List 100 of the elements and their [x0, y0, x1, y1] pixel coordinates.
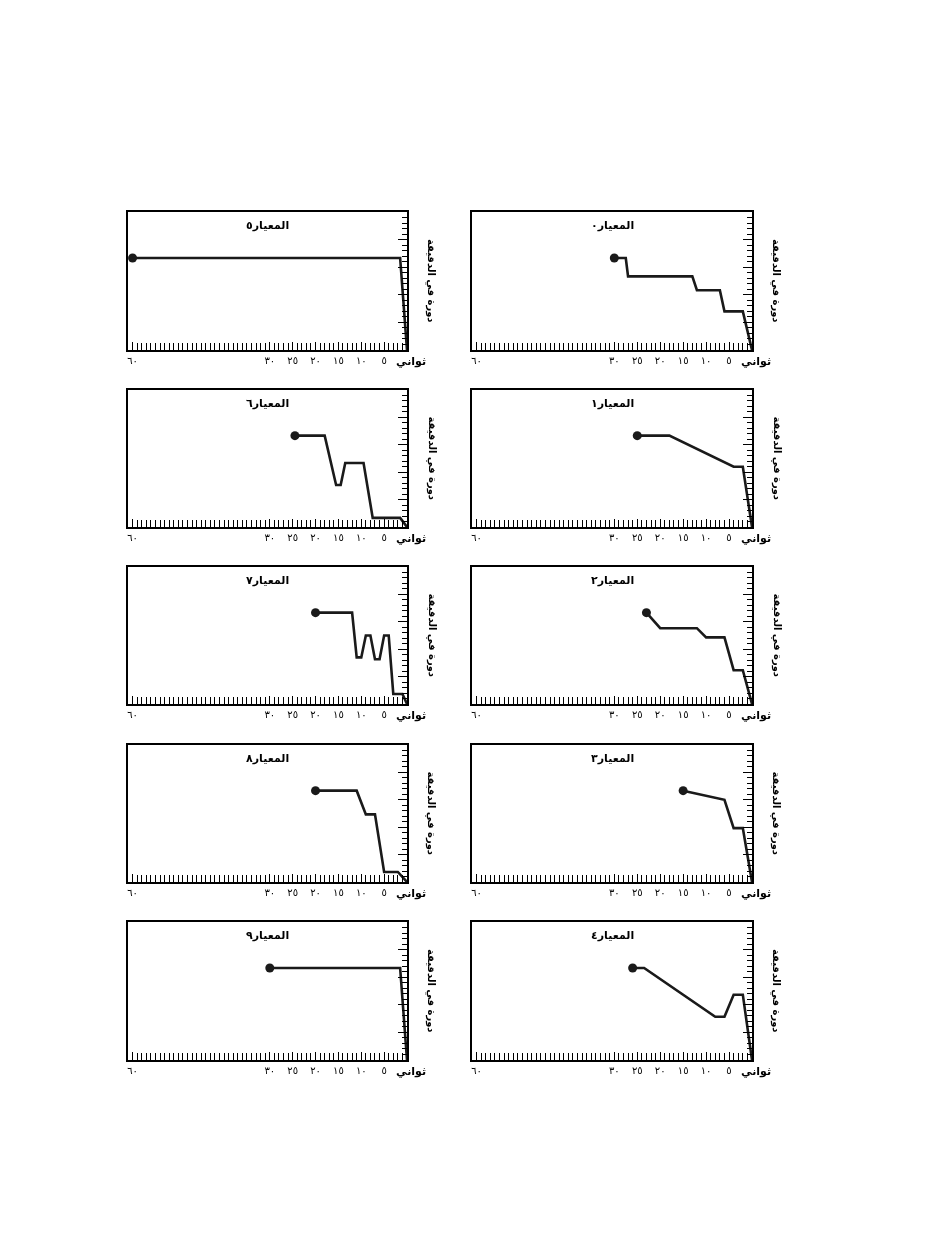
x-tick-label: ٥ — [381, 354, 387, 366]
x-axis-title: ثواني — [396, 709, 427, 722]
x-tick-label: ٦٠ — [471, 531, 482, 543]
y-axis-title: دورة في الدقيقة — [770, 593, 783, 677]
x-tick-label: ٣٠ — [608, 708, 620, 720]
x-tick-label: ٢٥ — [631, 886, 643, 898]
x-tick-label: ٢٥ — [287, 708, 299, 720]
x-tick-label: ٢٠ — [654, 886, 666, 898]
x-tick-label: ٢٠ — [654, 354, 666, 366]
x-tick-label: ٢٥ — [631, 1064, 643, 1076]
y-axis-title: دورة في الدقيقة — [770, 416, 783, 500]
x-axis-title: ثواني — [741, 355, 772, 368]
x-tick-label: ٣٠ — [264, 1064, 276, 1076]
y-axis-title: دورة في الدقيقة — [425, 416, 438, 500]
x-tick-label: ١٥ — [677, 708, 689, 720]
chart-title: المعيار١ — [591, 397, 635, 410]
y-axis-title: دورة في الدقيقة — [770, 949, 782, 1033]
x-tick-label: ٢٠ — [310, 354, 321, 366]
x-axis-title: ثواني — [741, 532, 772, 545]
x-tick-label: ١٠ — [700, 1064, 712, 1076]
y-axis-title: دورة في الدقيقة — [770, 239, 782, 323]
x-tick-label: ٥ — [381, 886, 387, 898]
chart-title: المعيار٤ — [591, 929, 635, 942]
x-tick-label: ٢٥ — [287, 1064, 299, 1076]
x-axis-title: ثواني — [396, 355, 427, 368]
x-tick-label: ٥ — [726, 1064, 732, 1076]
x-tick-label: ٢٠ — [310, 708, 321, 720]
x-axis-title: ثواني — [741, 1065, 772, 1078]
y-axis-title: دورة في الدقيقة — [425, 593, 438, 677]
x-tick-label: ٦٠ — [471, 708, 482, 720]
x-tick-label: ٥ — [726, 886, 732, 898]
x-tick-label: ٣٠ — [264, 354, 276, 366]
y-axis-title: دورة في الدقيقة — [424, 771, 437, 855]
x-tick-label: ١٠ — [700, 886, 712, 898]
x-tick-label: ٢٥ — [631, 531, 643, 543]
chart-title: المعيار٦ — [246, 397, 290, 410]
x-tick-label: ١٠ — [355, 354, 367, 366]
x-tick-label: ٣٠ — [264, 531, 276, 543]
x-tick-label: ٢٥ — [287, 531, 299, 543]
x-tick-label: ٦٠ — [471, 1064, 482, 1076]
x-tick-label: ٦٠ — [471, 354, 482, 366]
x-tick-label: ٢٠ — [310, 531, 321, 543]
x-tick-label: ٣٠ — [608, 531, 620, 543]
chart-title: المعيار٢ — [591, 574, 635, 587]
x-tick-label: ١٠ — [700, 354, 712, 366]
x-tick-label: ١٥ — [677, 1064, 689, 1076]
x-axis-title: ثواني — [741, 709, 772, 722]
y-axis-title: دورة في الدقيقة — [769, 771, 782, 855]
x-tick-label: ٣٠ — [608, 886, 620, 898]
y-axis-title: دورة في الدقيقة — [425, 949, 437, 1033]
x-tick-label: ٣٠ — [608, 1064, 620, 1076]
x-tick-label: ٣٠ — [264, 886, 276, 898]
x-tick-label: ١٥ — [677, 531, 689, 543]
x-tick-label: ٦٠ — [127, 531, 138, 543]
x-tick-label: ١٥ — [333, 708, 344, 720]
x-tick-label: ١٥ — [333, 531, 344, 543]
x-tick-label: ١٥ — [677, 886, 689, 898]
x-tick-label: ٢٠ — [654, 531, 666, 543]
x-tick-label: ٢٠ — [310, 886, 321, 898]
x-tick-label: ٢٥ — [287, 354, 299, 366]
x-tick-label: ١٥ — [333, 886, 344, 898]
x-axis-title: ثواني — [396, 532, 427, 545]
x-tick-label: ٢٠ — [654, 1064, 666, 1076]
x-tick-label: ٦٠ — [471, 886, 482, 898]
x-tick-label: ١٠ — [700, 531, 712, 543]
x-axis-title: ثواني — [396, 887, 427, 900]
x-tick-label: ٣٠ — [264, 708, 276, 720]
x-tick-label: ١٠ — [355, 886, 367, 898]
chart-title: المعيار٧ — [246, 574, 290, 587]
x-tick-label: ٥ — [726, 531, 732, 543]
x-tick-label: ٦٠ — [127, 354, 138, 366]
x-tick-label: ١٠ — [355, 1064, 367, 1076]
x-tick-label: ٥ — [381, 531, 387, 543]
x-tick-label: ٢٠ — [310, 1064, 321, 1076]
x-tick-label: ٦٠ — [127, 886, 138, 898]
x-tick-label: ٦٠ — [127, 1064, 138, 1076]
x-tick-label: ٥ — [726, 708, 732, 720]
chart-title: المعيار٠ — [591, 219, 635, 232]
x-tick-label: ٢٥ — [287, 886, 299, 898]
x-tick-label: ٦٠ — [127, 708, 138, 720]
chart-title: المعيار٥ — [246, 219, 290, 232]
x-tick-label: ١٠ — [355, 531, 367, 543]
x-tick-label: ١٠ — [355, 708, 367, 720]
x-tick-label: ٢٥ — [631, 354, 643, 366]
x-axis-title: ثواني — [741, 887, 772, 900]
chart-title: المعيار٣ — [591, 752, 635, 765]
x-tick-label: ٥ — [381, 1064, 387, 1076]
x-tick-label: ١٥ — [333, 354, 344, 366]
x-tick-label: ٣٠ — [608, 354, 620, 366]
x-tick-label: ٢٠ — [654, 708, 666, 720]
chart-title: المعيار٩ — [246, 929, 290, 942]
x-tick-label: ١٥ — [677, 354, 689, 366]
x-tick-label: ١٥ — [333, 1064, 344, 1076]
x-tick-label: ٥ — [381, 708, 387, 720]
x-tick-label: ٥ — [726, 354, 732, 366]
x-axis-title: ثواني — [396, 1065, 427, 1078]
y-axis-title: دورة في الدقيقة — [425, 239, 437, 323]
x-tick-label: ٢٥ — [631, 708, 643, 720]
x-tick-label: ١٠ — [700, 708, 712, 720]
chart-title: المعيار٨ — [246, 752, 290, 765]
